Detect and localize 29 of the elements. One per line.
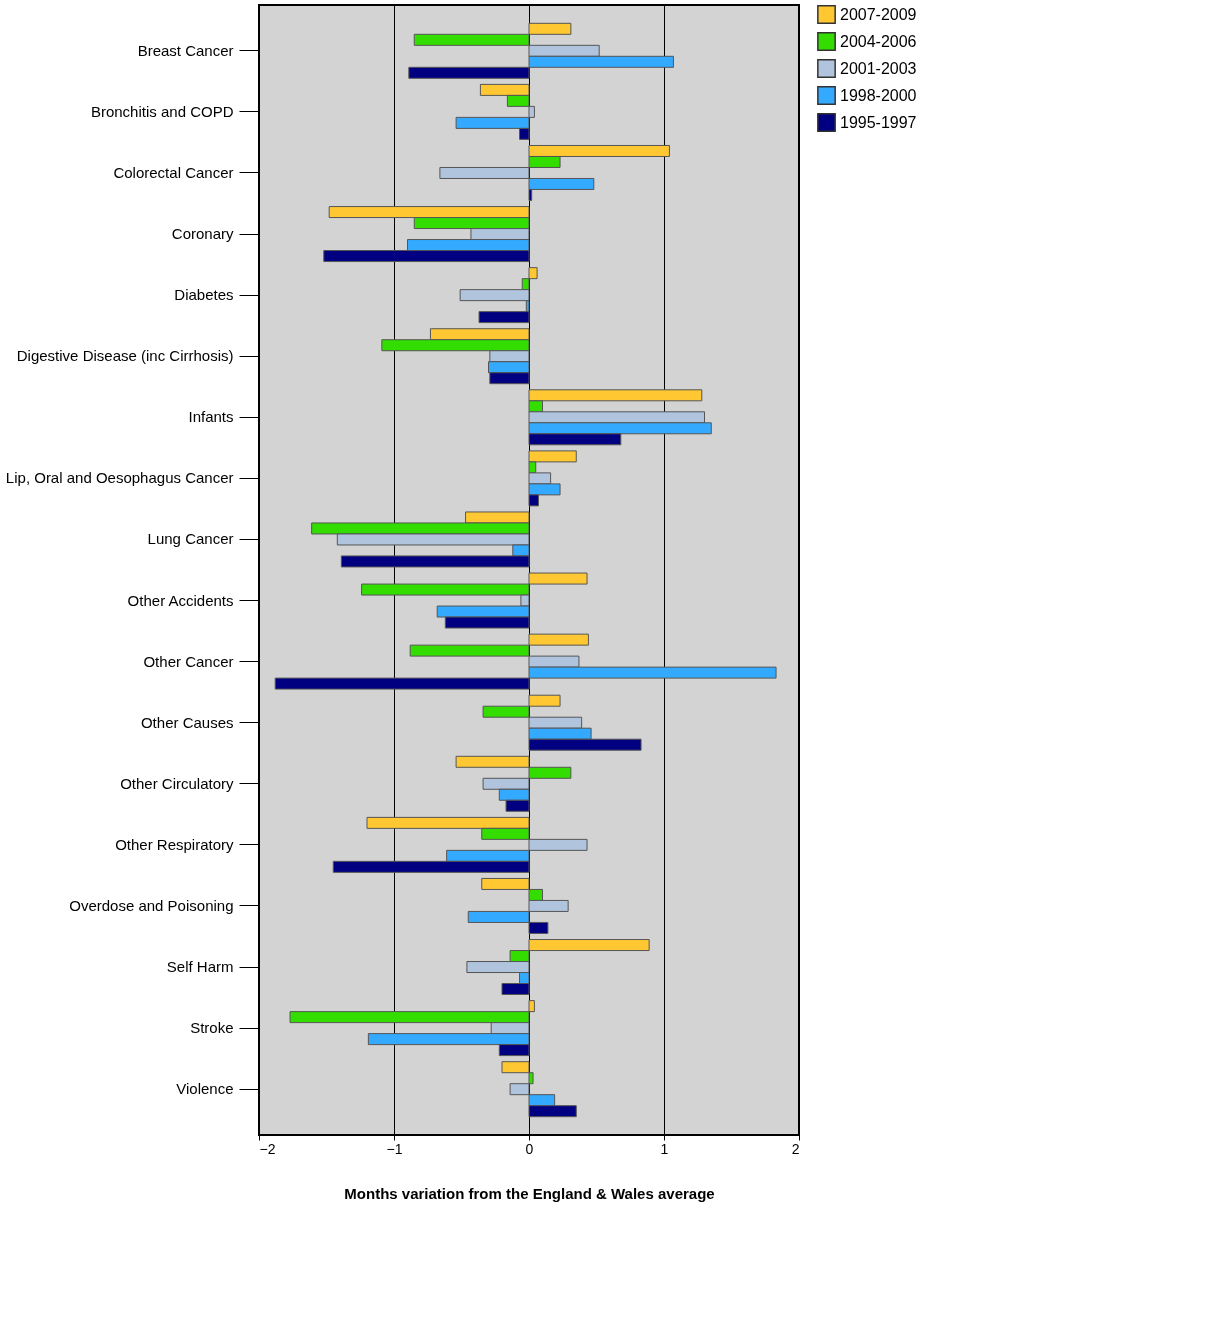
y-tick-label: Digestive Disease (inc Cirrhosis)	[16, 347, 234, 365]
y-tick-label: Lung Cancer	[147, 530, 234, 548]
legend-label: 2004-2006	[840, 32, 917, 50]
y-tick-label: Other Cancer	[143, 652, 234, 670]
y-tick-label: Other Causes	[140, 713, 234, 731]
y-tick-label: Colorectal Cancer	[113, 163, 234, 181]
y-tick-label: Bronchitis and COPD	[90, 102, 234, 120]
y-tick-label: Lip, Oral and Oesophagus Cancer	[5, 469, 234, 487]
y-tick-label: Other Circulatory	[120, 774, 234, 792]
y-tick-label: Stroke	[190, 1019, 234, 1037]
x-tick-label: −2	[259, 1140, 276, 1157]
y-tick-label: Coronary	[171, 225, 234, 243]
legend-label: 2001-2003	[840, 59, 917, 77]
x-tick-label: 1	[660, 1140, 669, 1157]
legend-label: 2007-2009	[840, 5, 917, 23]
legend-label: 1995-1997	[840, 113, 917, 131]
x-tick-label: 0	[525, 1140, 534, 1157]
y-tick-label: Infants	[188, 408, 234, 426]
x-tick-label: 2	[791, 1140, 800, 1157]
y-tick-label: Self Harm	[166, 958, 234, 976]
y-tick-label: Breast Cancer	[137, 41, 234, 59]
y-tick-label: Violence	[176, 1080, 234, 1098]
legend-label: 1998-2000	[840, 86, 917, 104]
x-tick-label: −1	[386, 1140, 403, 1157]
y-tick-label: Overdose and Poisoning	[69, 896, 234, 914]
x-axis-title: Months variation from the England & Wales average	[344, 1184, 715, 1202]
y-tick-label: Other Accidents	[127, 591, 234, 609]
y-tick-label: Diabetes	[174, 286, 234, 304]
y-tick-label: Other Respiratory	[115, 835, 234, 853]
